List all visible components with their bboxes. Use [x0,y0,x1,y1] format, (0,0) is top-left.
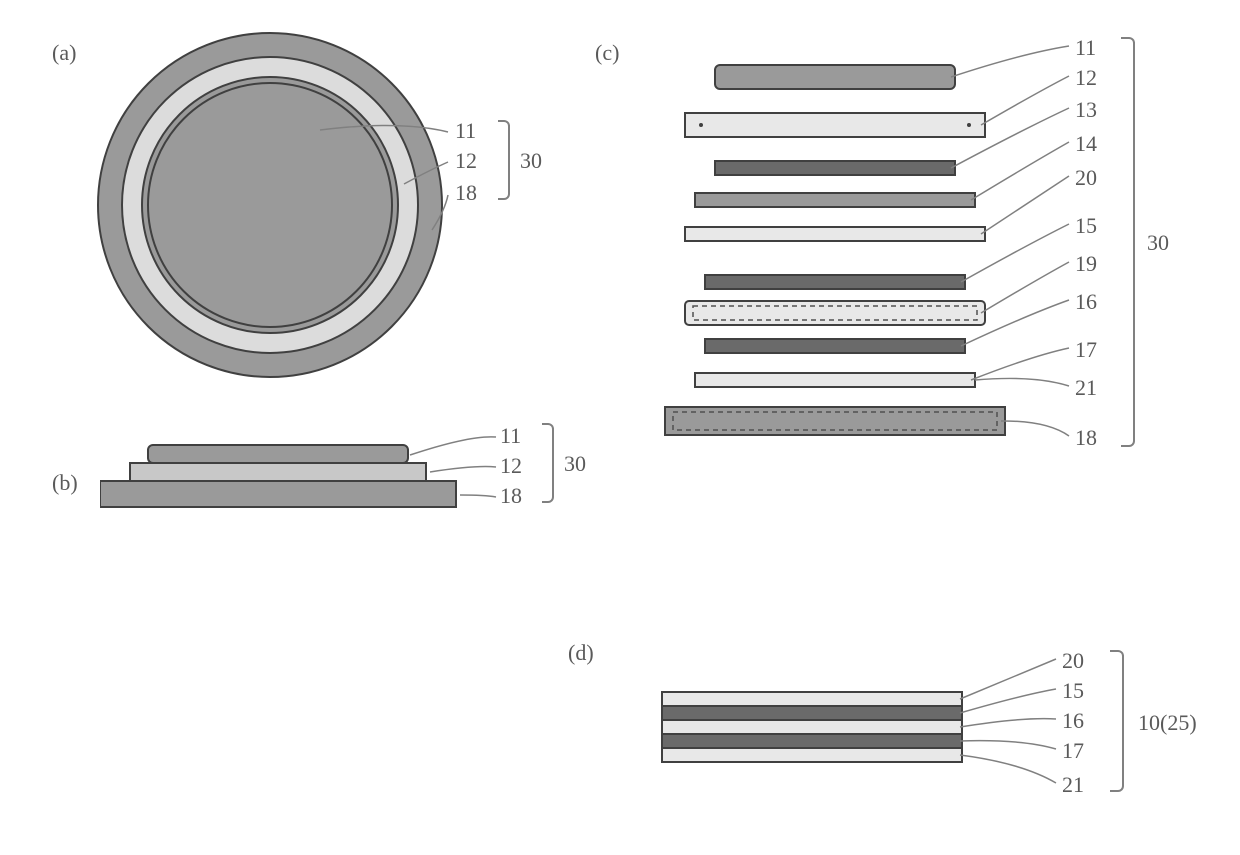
panel-d-bracket [1110,650,1124,792]
panel-d-ref-21: 21 [1062,772,1084,798]
panel-d-diagram [650,650,1190,840]
panel-c-diagram [650,40,1190,480]
panel-b-ref-18: 18 [500,483,522,509]
panel-a-diagram [0,0,560,420]
panel-c-ref-19: 19 [1075,251,1097,277]
panel-d-label: (d) [568,640,594,666]
panel-d-group-label: 10(25) [1138,710,1197,736]
panel-c-ref-21: 21 [1075,375,1097,401]
panel-a-ref-11: 11 [455,118,476,144]
panel-c-ref-16: 16 [1075,289,1097,315]
panel-a-ref-12: 12 [455,148,477,174]
panel-b-ref-12: 12 [500,453,522,479]
panel-d-ref-17: 17 [1062,738,1084,764]
panel-c-group-label: 30 [1147,230,1169,256]
panel-a-bracket [498,120,510,200]
panel-c-ref-12: 12 [1075,65,1097,91]
panel-d-ref-16: 16 [1062,708,1084,734]
panel-c-ref-15: 15 [1075,213,1097,239]
panel-c-bracket [1121,37,1135,447]
panel-b-bracket [542,423,554,503]
panel-c-ref-13: 13 [1075,97,1097,123]
panel-c-ref-17: 17 [1075,337,1097,363]
panel-d-ref-15: 15 [1062,678,1084,704]
panel-c-ref-20: 20 [1075,165,1097,191]
panel-c-ref-18: 18 [1075,425,1097,451]
panel-c-ref-14: 14 [1075,131,1097,157]
panel-d-ref-20: 20 [1062,648,1084,674]
panel-b-label: (b) [52,470,78,496]
panel-c-label: (c) [595,40,619,66]
panel-a-group-label: 30 [520,148,542,174]
panel-a-ref-18: 18 [455,180,477,206]
panel-c-ref-11: 11 [1075,35,1096,61]
panel-b-group-label: 30 [564,451,586,477]
panel-b-ref-11: 11 [500,423,521,449]
